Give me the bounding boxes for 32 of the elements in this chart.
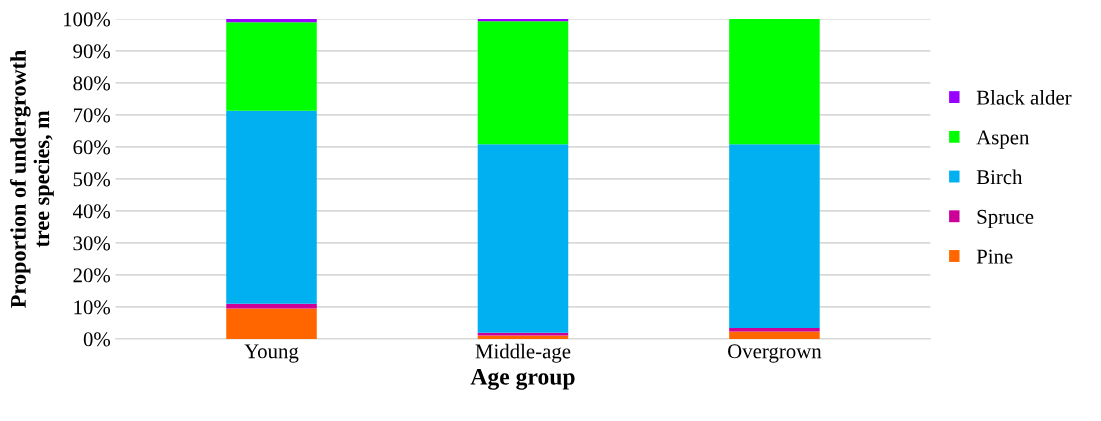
y-tick-label: 70% <box>73 108 111 123</box>
y-tick-label: 30% <box>73 236 111 251</box>
y-tick-label: 90% <box>73 44 111 59</box>
legend-label: Aspen <box>976 130 1030 149</box>
bar <box>226 303 317 309</box>
y-axis-title: Proportion of undergrowth tree species, m <box>10 50 54 308</box>
bar <box>477 21 569 145</box>
bar <box>226 110 317 304</box>
y-tick-label: 10% <box>74 300 111 315</box>
y-tick-label: 60% <box>73 140 111 155</box>
y-tick-label: 20% <box>73 268 111 283</box>
y-tick-label: 50% <box>73 172 111 187</box>
y-tick-label: 80% <box>73 76 111 91</box>
legend-label: Pine <box>976 249 1013 264</box>
y-tick-label: 40% <box>72 204 111 219</box>
x-tick-label: Middle-age <box>475 343 571 363</box>
legend-label: Black alder <box>976 90 1072 105</box>
x-tick-label: Overgrown <box>728 344 822 363</box>
bar <box>226 308 317 339</box>
bar <box>729 328 820 332</box>
legend-label: Birch <box>976 169 1023 185</box>
bar <box>729 144 820 329</box>
y-tick-label: 100% <box>63 12 111 27</box>
x-axis-title: Age group <box>470 368 575 390</box>
y-tick-label: 0% <box>83 332 111 347</box>
bar <box>226 18 317 23</box>
bar <box>477 144 569 333</box>
bar <box>226 22 317 111</box>
legend-label: Spruce <box>977 209 1034 229</box>
x-tick-label: Young <box>244 344 299 363</box>
bar <box>729 18 820 145</box>
bar <box>729 331 820 339</box>
